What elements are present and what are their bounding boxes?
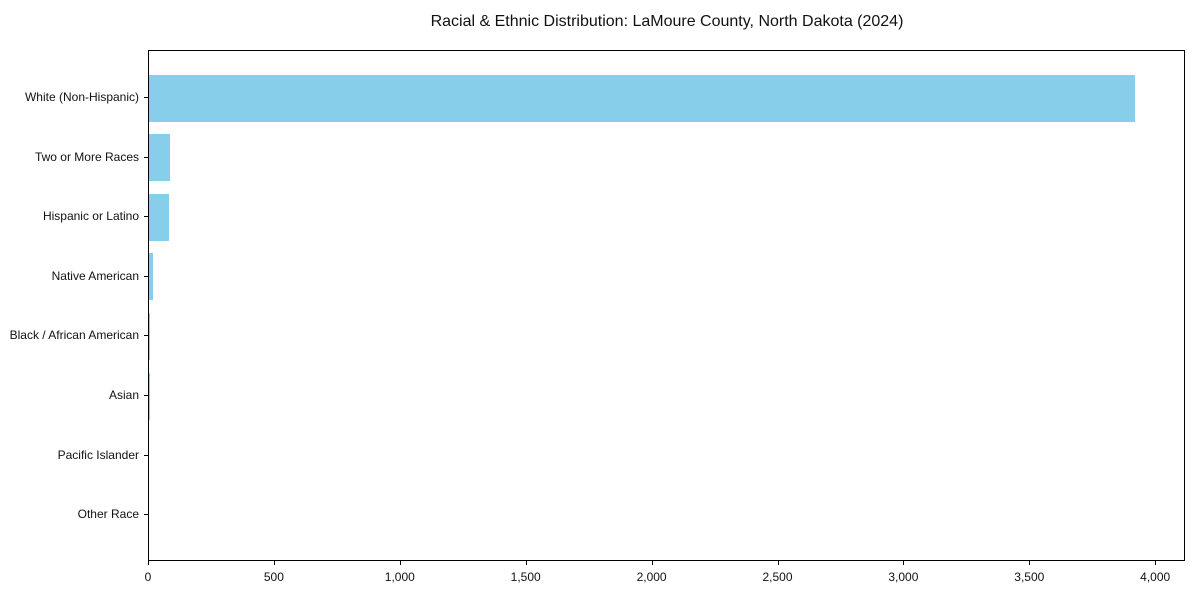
y-tick-label: Native American (51, 268, 139, 283)
x-tick-label: 500 (263, 570, 284, 584)
y-tick (144, 275, 148, 277)
bar: 3917 (149, 74, 1136, 122)
y-tick-label: Other Race (77, 507, 139, 522)
x-tick (651, 561, 653, 565)
x-tick (525, 561, 527, 565)
bar: 82 (149, 134, 170, 182)
chart-title: Racial & Ethnic Distribution: LaMoure Co… (430, 13, 904, 30)
y-tick (144, 156, 148, 158)
y-tick-label: Two or More Races (34, 149, 139, 164)
y-tick (144, 395, 148, 396)
x-tick (399, 561, 401, 565)
y-tick-label: Black / African American (9, 328, 139, 343)
y-tick-label: Asian (108, 388, 139, 402)
x-tick-label: 1,000 (384, 570, 415, 584)
x-tick-label: 2,000 (636, 570, 667, 584)
x-tick (1029, 561, 1031, 565)
x-tick-label: 1,500 (510, 570, 541, 584)
y-tick-label: Pacific Islander (57, 447, 139, 462)
plot-area: 39178278174300 (148, 50, 1185, 561)
x-tick (777, 561, 779, 565)
y-tick-label: White (Non-Hispanic) (24, 90, 139, 104)
x-tick-label: 0 (144, 570, 152, 584)
y-tick (144, 216, 148, 218)
y-tick (144, 514, 148, 516)
y-tick (144, 335, 148, 337)
y-tick (144, 97, 148, 98)
bar: 78 (149, 193, 169, 241)
bar: 17 (149, 253, 154, 301)
x-tick (1155, 561, 1157, 565)
x-tick (148, 561, 149, 565)
x-tick (273, 561, 275, 565)
x-tick-label: 4,000 (1140, 570, 1171, 584)
y-tick (144, 454, 148, 456)
x-tick (903, 561, 905, 565)
y-tick-label: Hispanic or Latino (42, 209, 139, 224)
bar: 4 (149, 312, 150, 360)
x-tick-label: 3,500 (1014, 570, 1045, 584)
x-tick-label: 2,500 (762, 570, 793, 584)
bar: 3 (149, 372, 150, 420)
x-tick-label: 3,000 (888, 570, 919, 584)
